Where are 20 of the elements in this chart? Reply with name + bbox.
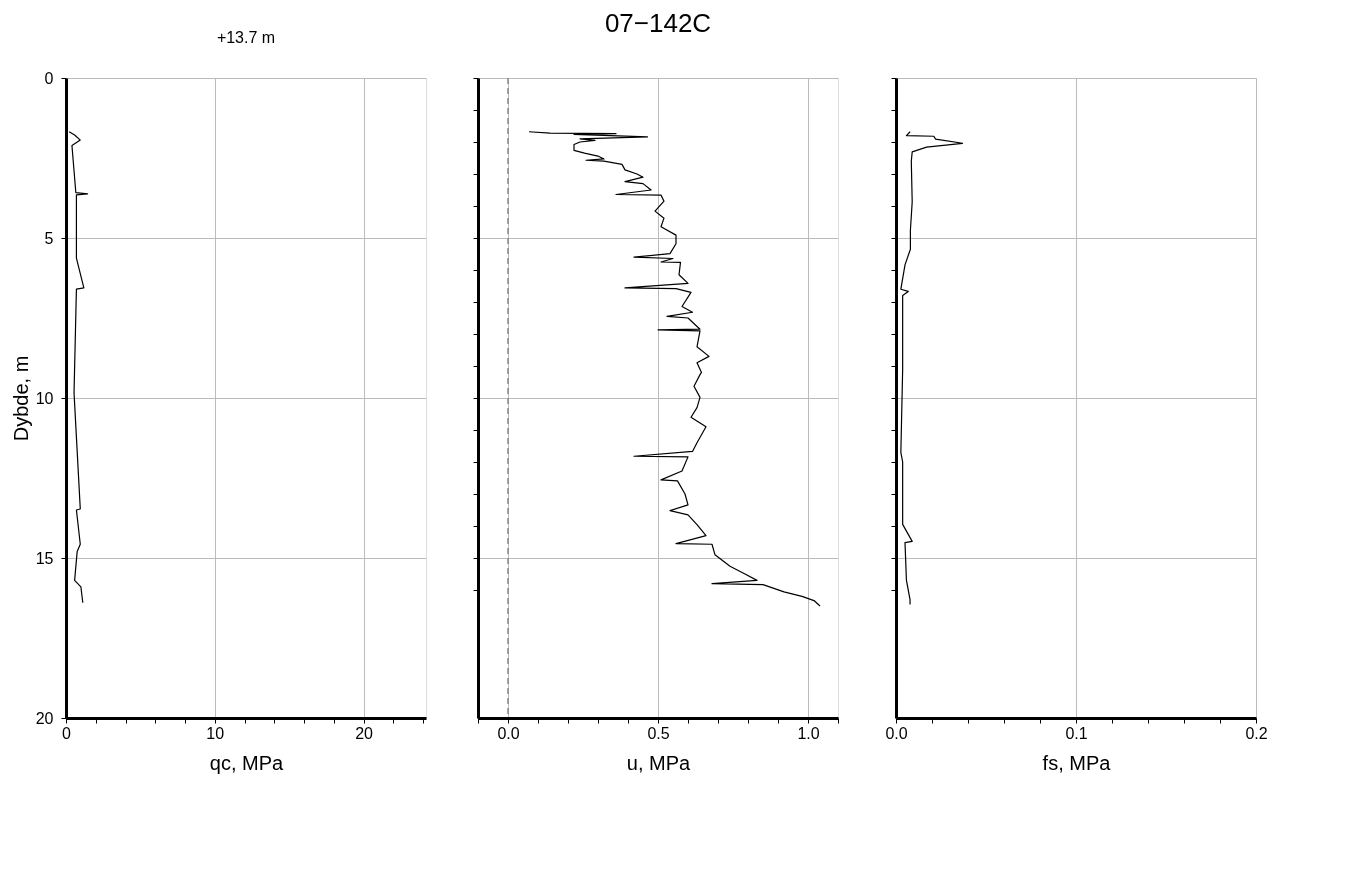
x-tick-label: 10 [206,724,225,742]
x-axis-title: fs, MPa [1042,751,1112,774]
x-tick-label: 0.1 [1065,724,1088,742]
x-axis-title: u, MPa [626,751,692,774]
y-tick-label: 20 [35,709,54,727]
x-tick-label: 0.5 [647,724,670,742]
y-tick-label: 0 [44,69,54,87]
chart-title: 07−142C [604,8,712,39]
x-tick-label: 0.2 [1245,724,1268,742]
y-tick-label: 15 [35,549,54,567]
x-tick-label: 0.0 [497,724,520,742]
text: +13.7 m [216,29,276,46]
x-axis-title: qc, MPa [209,751,285,774]
y-axis-title: Dybde, m [9,355,32,442]
y-tick-label: 10 [35,389,54,407]
x-tick-label: 20 [355,724,374,742]
x-tick-label: 0.0 [885,724,908,742]
x-tick-label: 0 [62,724,72,742]
y-tick-label: 5 [44,229,54,247]
x-tick-label: 1.0 [797,724,820,742]
